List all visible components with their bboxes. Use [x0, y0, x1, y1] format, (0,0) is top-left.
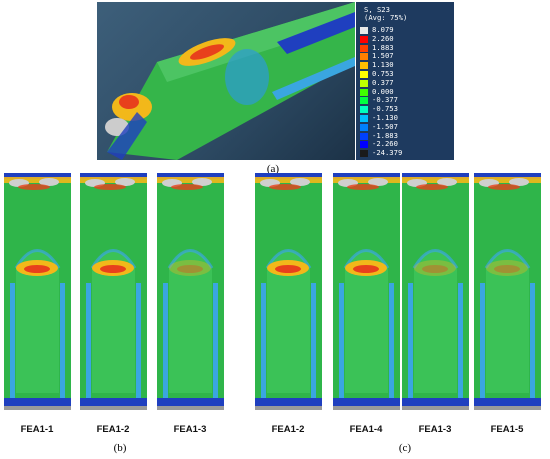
- legend-swatch: [360, 115, 368, 122]
- legend-value: 1.130: [372, 60, 394, 70]
- legend-row: 0.753: [360, 69, 450, 78]
- legend-swatch: [360, 150, 368, 158]
- legend-value: 0.000: [372, 86, 394, 96]
- legend-row: 1.507: [360, 51, 450, 61]
- legend-row: -0.753: [360, 104, 450, 114]
- legend-swatch: [360, 79, 368, 87]
- legend-swatch: [360, 62, 368, 70]
- caption-c: (c): [398, 442, 412, 454]
- stress-contour-render: [97, 2, 355, 160]
- legend-value: -1.883: [372, 130, 398, 140]
- legend-value: 8.079: [372, 25, 394, 34]
- fea-specimen: [255, 173, 322, 418]
- specimen-label: FEA1-3: [173, 424, 207, 435]
- specimen-label: FEA1-2: [96, 424, 130, 435]
- legend-swatch: [360, 132, 368, 140]
- specimen-label: FEA1-2: [271, 424, 305, 435]
- legend-swatch: [360, 53, 368, 61]
- specimen-label: FEA1-5: [490, 424, 524, 435]
- beam-3d-model: [105, 2, 355, 160]
- legend-swatch: [360, 97, 368, 105]
- legend-row: 0.377: [360, 77, 450, 87]
- legend-swatch: [360, 123, 368, 131]
- legend-row: -1.507: [360, 121, 450, 131]
- fea-specimen: [402, 173, 469, 418]
- legend-value: -2.260: [372, 139, 398, 149]
- legend-value: -24.379: [372, 148, 403, 158]
- legend-value: -1.507: [372, 121, 398, 131]
- fea-specimen: [4, 173, 71, 418]
- legend-value: -0.753: [372, 104, 398, 114]
- legend-value: 2.260: [372, 33, 394, 43]
- legend-row: 1.130: [360, 60, 450, 70]
- legend-row: -1.883: [360, 130, 450, 140]
- legend-row: -24.379: [360, 148, 450, 158]
- legend-swatch: [360, 35, 368, 43]
- legend-swatch: [360, 106, 368, 114]
- legend-row: -1.130: [360, 113, 450, 122]
- fea-specimen: [333, 173, 400, 418]
- legend-value: 0.377: [372, 77, 394, 87]
- fea-specimen: [80, 173, 147, 418]
- specimen-label: FEA1-4: [349, 424, 383, 435]
- legend-swatch: [360, 71, 368, 78]
- legend-swatch: [360, 27, 368, 34]
- legend-row: 0.000: [360, 86, 450, 96]
- legend-value: -1.130: [372, 113, 398, 122]
- contour-legend: S, S23 (Avg: 75%) 8.079 2.260 1.883 1.507 1.…: [356, 2, 454, 160]
- legend-value: 1.883: [372, 42, 394, 52]
- legend-swatch: [360, 44, 368, 52]
- caption-a: (a): [266, 163, 280, 175]
- fea-specimen: [474, 173, 541, 418]
- legend-row: 8.079: [360, 25, 450, 34]
- legend-row: 2.260: [360, 33, 450, 43]
- caption-b: (b): [113, 442, 127, 454]
- legend-swatch: [360, 88, 368, 96]
- fea-specimen: [157, 173, 224, 418]
- legend-subtitle: (Avg: 75%): [364, 13, 408, 23]
- legend-row: -0.377: [360, 95, 450, 105]
- legend-row: -2.260: [360, 139, 450, 149]
- legend-swatch: [360, 141, 368, 149]
- legend-value: 1.507: [372, 51, 394, 61]
- specimen-label: FEA1-1: [20, 424, 54, 435]
- specimen-label: FEA1-3: [418, 424, 452, 435]
- legend-value: 0.753: [372, 69, 394, 78]
- legend-row: 1.883: [360, 42, 450, 52]
- legend-value: -0.377: [372, 95, 398, 105]
- legend-title: S, S23: [364, 5, 390, 14]
